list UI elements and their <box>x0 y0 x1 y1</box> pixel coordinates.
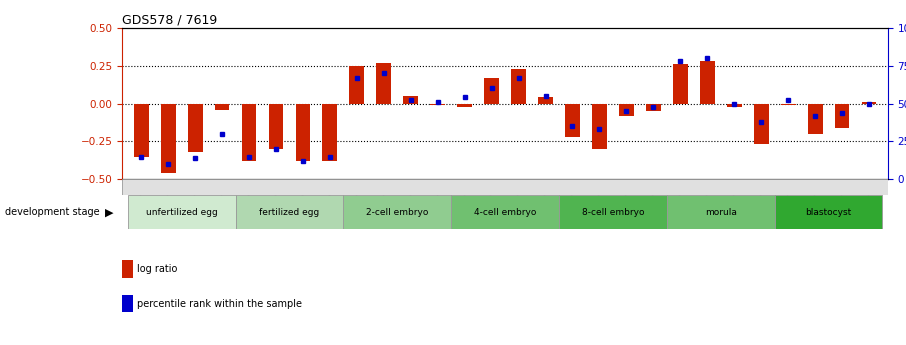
Bar <box>559 195 667 229</box>
Bar <box>242 104 256 161</box>
Bar <box>134 104 149 157</box>
Bar <box>775 195 882 229</box>
Bar <box>511 69 526 104</box>
Bar <box>376 62 391 104</box>
Bar <box>295 104 311 161</box>
Bar <box>727 104 742 107</box>
Bar <box>646 104 660 111</box>
Bar <box>236 195 343 229</box>
Bar <box>451 195 559 229</box>
Text: blastocyst: blastocyst <box>805 208 852 217</box>
Bar <box>188 104 203 152</box>
Bar <box>565 104 580 137</box>
Bar <box>538 97 553 104</box>
Text: log ratio: log ratio <box>137 264 178 274</box>
Bar <box>215 104 229 110</box>
Bar <box>699 61 715 104</box>
Text: GDS578 / 7619: GDS578 / 7619 <box>122 13 217 27</box>
Bar <box>160 104 176 173</box>
Bar <box>268 104 284 149</box>
Bar <box>403 96 419 104</box>
Text: 2-cell embryo: 2-cell embryo <box>366 208 429 217</box>
Bar <box>781 104 795 105</box>
Text: 8-cell embryo: 8-cell embryo <box>582 208 644 217</box>
Bar <box>673 64 688 104</box>
Text: ▶: ▶ <box>105 207 113 217</box>
Bar <box>807 104 823 134</box>
Text: morula: morula <box>705 208 737 217</box>
Text: development stage: development stage <box>5 207 99 217</box>
Bar <box>343 195 451 229</box>
Bar <box>430 104 445 105</box>
Bar <box>323 104 337 161</box>
Bar <box>834 104 850 128</box>
Bar <box>667 195 775 229</box>
Bar <box>619 104 634 116</box>
Bar <box>350 66 364 104</box>
Text: fertilized egg: fertilized egg <box>259 208 320 217</box>
Text: unfertilized egg: unfertilized egg <box>146 208 217 217</box>
Bar <box>862 102 876 103</box>
Text: 4-cell embryo: 4-cell embryo <box>474 208 536 217</box>
Bar <box>458 104 472 107</box>
Bar <box>592 104 607 149</box>
Bar <box>128 195 236 229</box>
Text: percentile rank within the sample: percentile rank within the sample <box>137 299 302 308</box>
Bar <box>484 78 499 104</box>
Bar <box>754 104 768 145</box>
